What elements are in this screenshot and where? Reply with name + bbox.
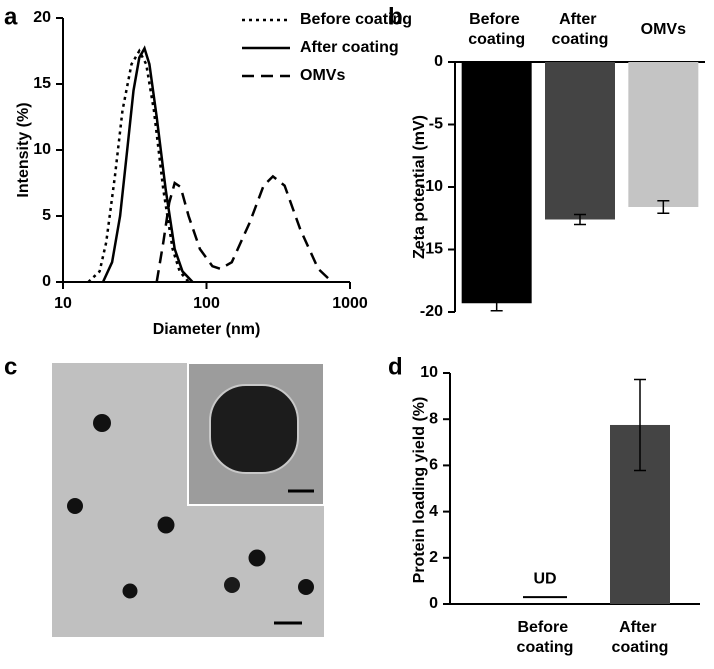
legend-label: Before coating	[300, 11, 412, 28]
bar	[628, 62, 699, 207]
y-tick-label: -5	[429, 116, 443, 133]
y-tick-label: 15	[33, 75, 51, 92]
panel-label: c	[4, 353, 17, 380]
error-bar	[574, 213, 586, 226]
y-tick-label: 0	[42, 273, 51, 290]
bar	[461, 62, 532, 304]
y-tick-label: 2	[429, 549, 438, 566]
panel-label: a	[4, 3, 18, 30]
x-tick-label: OMVs	[641, 21, 686, 38]
y-tick-label: -15	[420, 241, 443, 258]
panel-label: b	[388, 3, 403, 30]
y-tick-label: 10	[420, 364, 438, 381]
legend-label: OMVs	[300, 67, 345, 84]
y-axis-label: Zeta potential (mV)	[411, 115, 428, 259]
y-tick-label: -20	[420, 303, 443, 320]
line-series	[101, 45, 194, 283]
error-bar	[657, 200, 670, 214]
panel-label: d	[388, 353, 403, 380]
y-tick-label: 5	[42, 207, 51, 224]
tem-image	[52, 362, 325, 637]
legend-label: After coating	[300, 39, 399, 56]
x-tick-label: 1000	[332, 295, 368, 312]
x-tick-label: Before coating	[517, 619, 574, 656]
y-tick-label: 6	[429, 457, 438, 474]
y-tick-label: 0	[434, 53, 443, 70]
y-axis-label: Intensity (%)	[15, 102, 32, 197]
error-bar	[634, 378, 646, 472]
x-tick-label: After coating	[612, 619, 669, 656]
y-tick-label: 10	[33, 141, 51, 158]
x-tick-label: 100	[193, 295, 220, 312]
error-bar	[490, 295, 503, 312]
x-tick-label: After coating	[552, 11, 609, 48]
x-tick-label: Before coating	[468, 11, 525, 48]
bar	[545, 62, 615, 220]
y-tick-label: 8	[429, 410, 438, 427]
annotation: UD	[533, 570, 556, 587]
y-tick-label: 4	[429, 503, 438, 520]
line-series	[87, 48, 190, 283]
y-tick-label: 0	[429, 595, 438, 612]
x-tick-label: 10	[54, 295, 72, 312]
line-series	[155, 174, 333, 283]
x-axis-label: Diameter (nm)	[153, 321, 261, 338]
y-tick-label: -10	[420, 178, 443, 195]
y-tick-label: 20	[33, 9, 51, 26]
y-axis-label: Protein loading yield (%)	[411, 397, 428, 584]
